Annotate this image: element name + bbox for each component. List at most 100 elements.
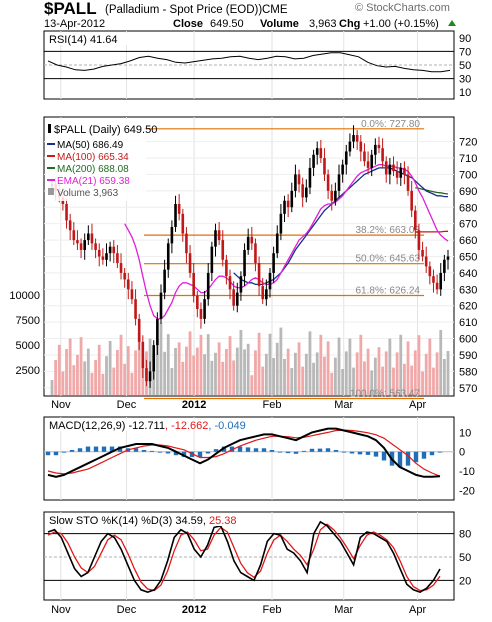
price-bar-body	[406, 174, 410, 191]
volume-bar	[199, 334, 203, 395]
volume-bar	[297, 342, 301, 395]
price-bar-body	[97, 249, 101, 257]
macd-tick-label: -20	[459, 485, 475, 497]
price-bars	[50, 125, 450, 388]
volume-bar	[61, 371, 65, 395]
price-bar-body	[105, 253, 108, 260]
price-bar-body	[145, 368, 148, 382]
rsi-plot	[44, 50, 454, 80]
volume-bar	[355, 352, 359, 395]
rsi-title: RSI(14) 41.64	[49, 34, 117, 46]
macd-histogram-bar	[101, 446, 107, 452]
volume-bar	[446, 351, 450, 395]
price-bar-body	[261, 286, 265, 300]
volume-bar	[275, 342, 279, 395]
price-bar-body	[174, 203, 177, 227]
price-bar-body	[272, 253, 275, 273]
price-bar-body	[148, 371, 152, 382]
volume-bar	[86, 348, 90, 395]
price-bar-body	[199, 309, 203, 319]
price-bar-body	[134, 299, 137, 319]
volume-bar	[268, 333, 272, 395]
price-bar-body	[275, 233, 279, 254]
volume-bar	[137, 332, 141, 395]
price-bar-body	[392, 164, 395, 172]
macd-histogram-bar	[317, 448, 323, 452]
month-label: Nov	[51, 604, 71, 616]
price-bar-body	[152, 345, 156, 372]
volume-bar	[130, 372, 134, 395]
price-bar-body	[428, 266, 432, 277]
volume-bar	[381, 366, 385, 395]
volume-bar	[363, 361, 366, 395]
price-bar-body	[228, 276, 232, 290]
price-bar-body	[421, 249, 424, 257]
price-tick-label: 640	[459, 268, 477, 280]
price-bar-body	[410, 190, 413, 211]
volume-bar	[250, 375, 254, 395]
price-bar-body	[250, 236, 254, 244]
chg-value: +1.00 (+0.15%)	[363, 18, 439, 30]
price-bar-body	[374, 144, 377, 155]
price-tick-label: 590	[459, 350, 477, 362]
volume-bar	[384, 351, 388, 395]
stochastic-panel	[43, 511, 455, 601]
macd-histogram-bar	[277, 451, 283, 453]
volume-legend-swatch	[48, 188, 54, 195]
volume-bar	[301, 366, 305, 395]
macd-histogram-bar	[205, 451, 211, 454]
volume-bar	[323, 356, 326, 395]
price-bar-body	[344, 151, 348, 165]
volume-bar	[206, 334, 210, 395]
volume-bar	[210, 360, 214, 395]
volume-bar	[312, 362, 315, 395]
volume-bar	[163, 351, 167, 395]
price-bar-body	[439, 272, 443, 290]
fib-level-label: 38.2%: 663.03	[356, 225, 421, 236]
macd-histogram-bar	[365, 451, 371, 455]
candle-legend-icon	[48, 124, 51, 133]
macd-histogram-bar	[245, 447, 251, 452]
price-bar-body	[232, 289, 235, 306]
volume-bar	[257, 332, 261, 395]
volume-bar	[170, 368, 174, 395]
price-bar-body	[326, 174, 330, 191]
price-bar-body	[90, 233, 94, 244]
volume-bar	[112, 367, 116, 395]
price-tick-label: 580	[459, 366, 477, 378]
volume-bar	[326, 341, 330, 395]
macd-histogram-bar	[181, 451, 187, 457]
macd-histogram-bar	[421, 451, 427, 459]
sto-title-bg	[46, 514, 266, 526]
macd-histogram-bar	[141, 450, 147, 452]
macd-line	[47, 427, 441, 478]
volume-bar	[410, 365, 414, 395]
quote-date: 13-Apr-2012	[44, 18, 105, 30]
price-tick-label: 650	[459, 252, 477, 264]
price-bar-body	[352, 135, 355, 142]
volume-bar	[76, 354, 79, 395]
price-bar-body	[283, 200, 286, 214]
price-bar-body	[312, 154, 315, 168]
price-bar-body	[181, 213, 185, 234]
volume-bar	[235, 347, 239, 395]
volume-bar	[359, 334, 363, 395]
price-bar-body	[177, 203, 181, 214]
price-bar-body	[294, 174, 297, 191]
price-bar-body	[141, 341, 145, 369]
volume-bar	[290, 368, 294, 395]
fib-level-label: 100.0%: 563.47	[350, 389, 420, 400]
price-bar-body	[323, 158, 326, 175]
price-tick-label: 720	[459, 137, 477, 149]
macd-histogram-bar	[253, 448, 259, 452]
volume-bar	[348, 338, 352, 395]
symbol-title: $PALL	[44, 0, 97, 18]
volume-bar	[319, 334, 323, 395]
up-arrow-icon	[448, 20, 456, 26]
volume-bar	[228, 336, 232, 395]
price-bar-body	[381, 148, 384, 162]
volume-bar	[264, 353, 268, 395]
macd-histogram-bar	[173, 451, 179, 456]
price-legend-bg	[46, 119, 146, 201]
price-bar-body	[137, 318, 141, 342]
